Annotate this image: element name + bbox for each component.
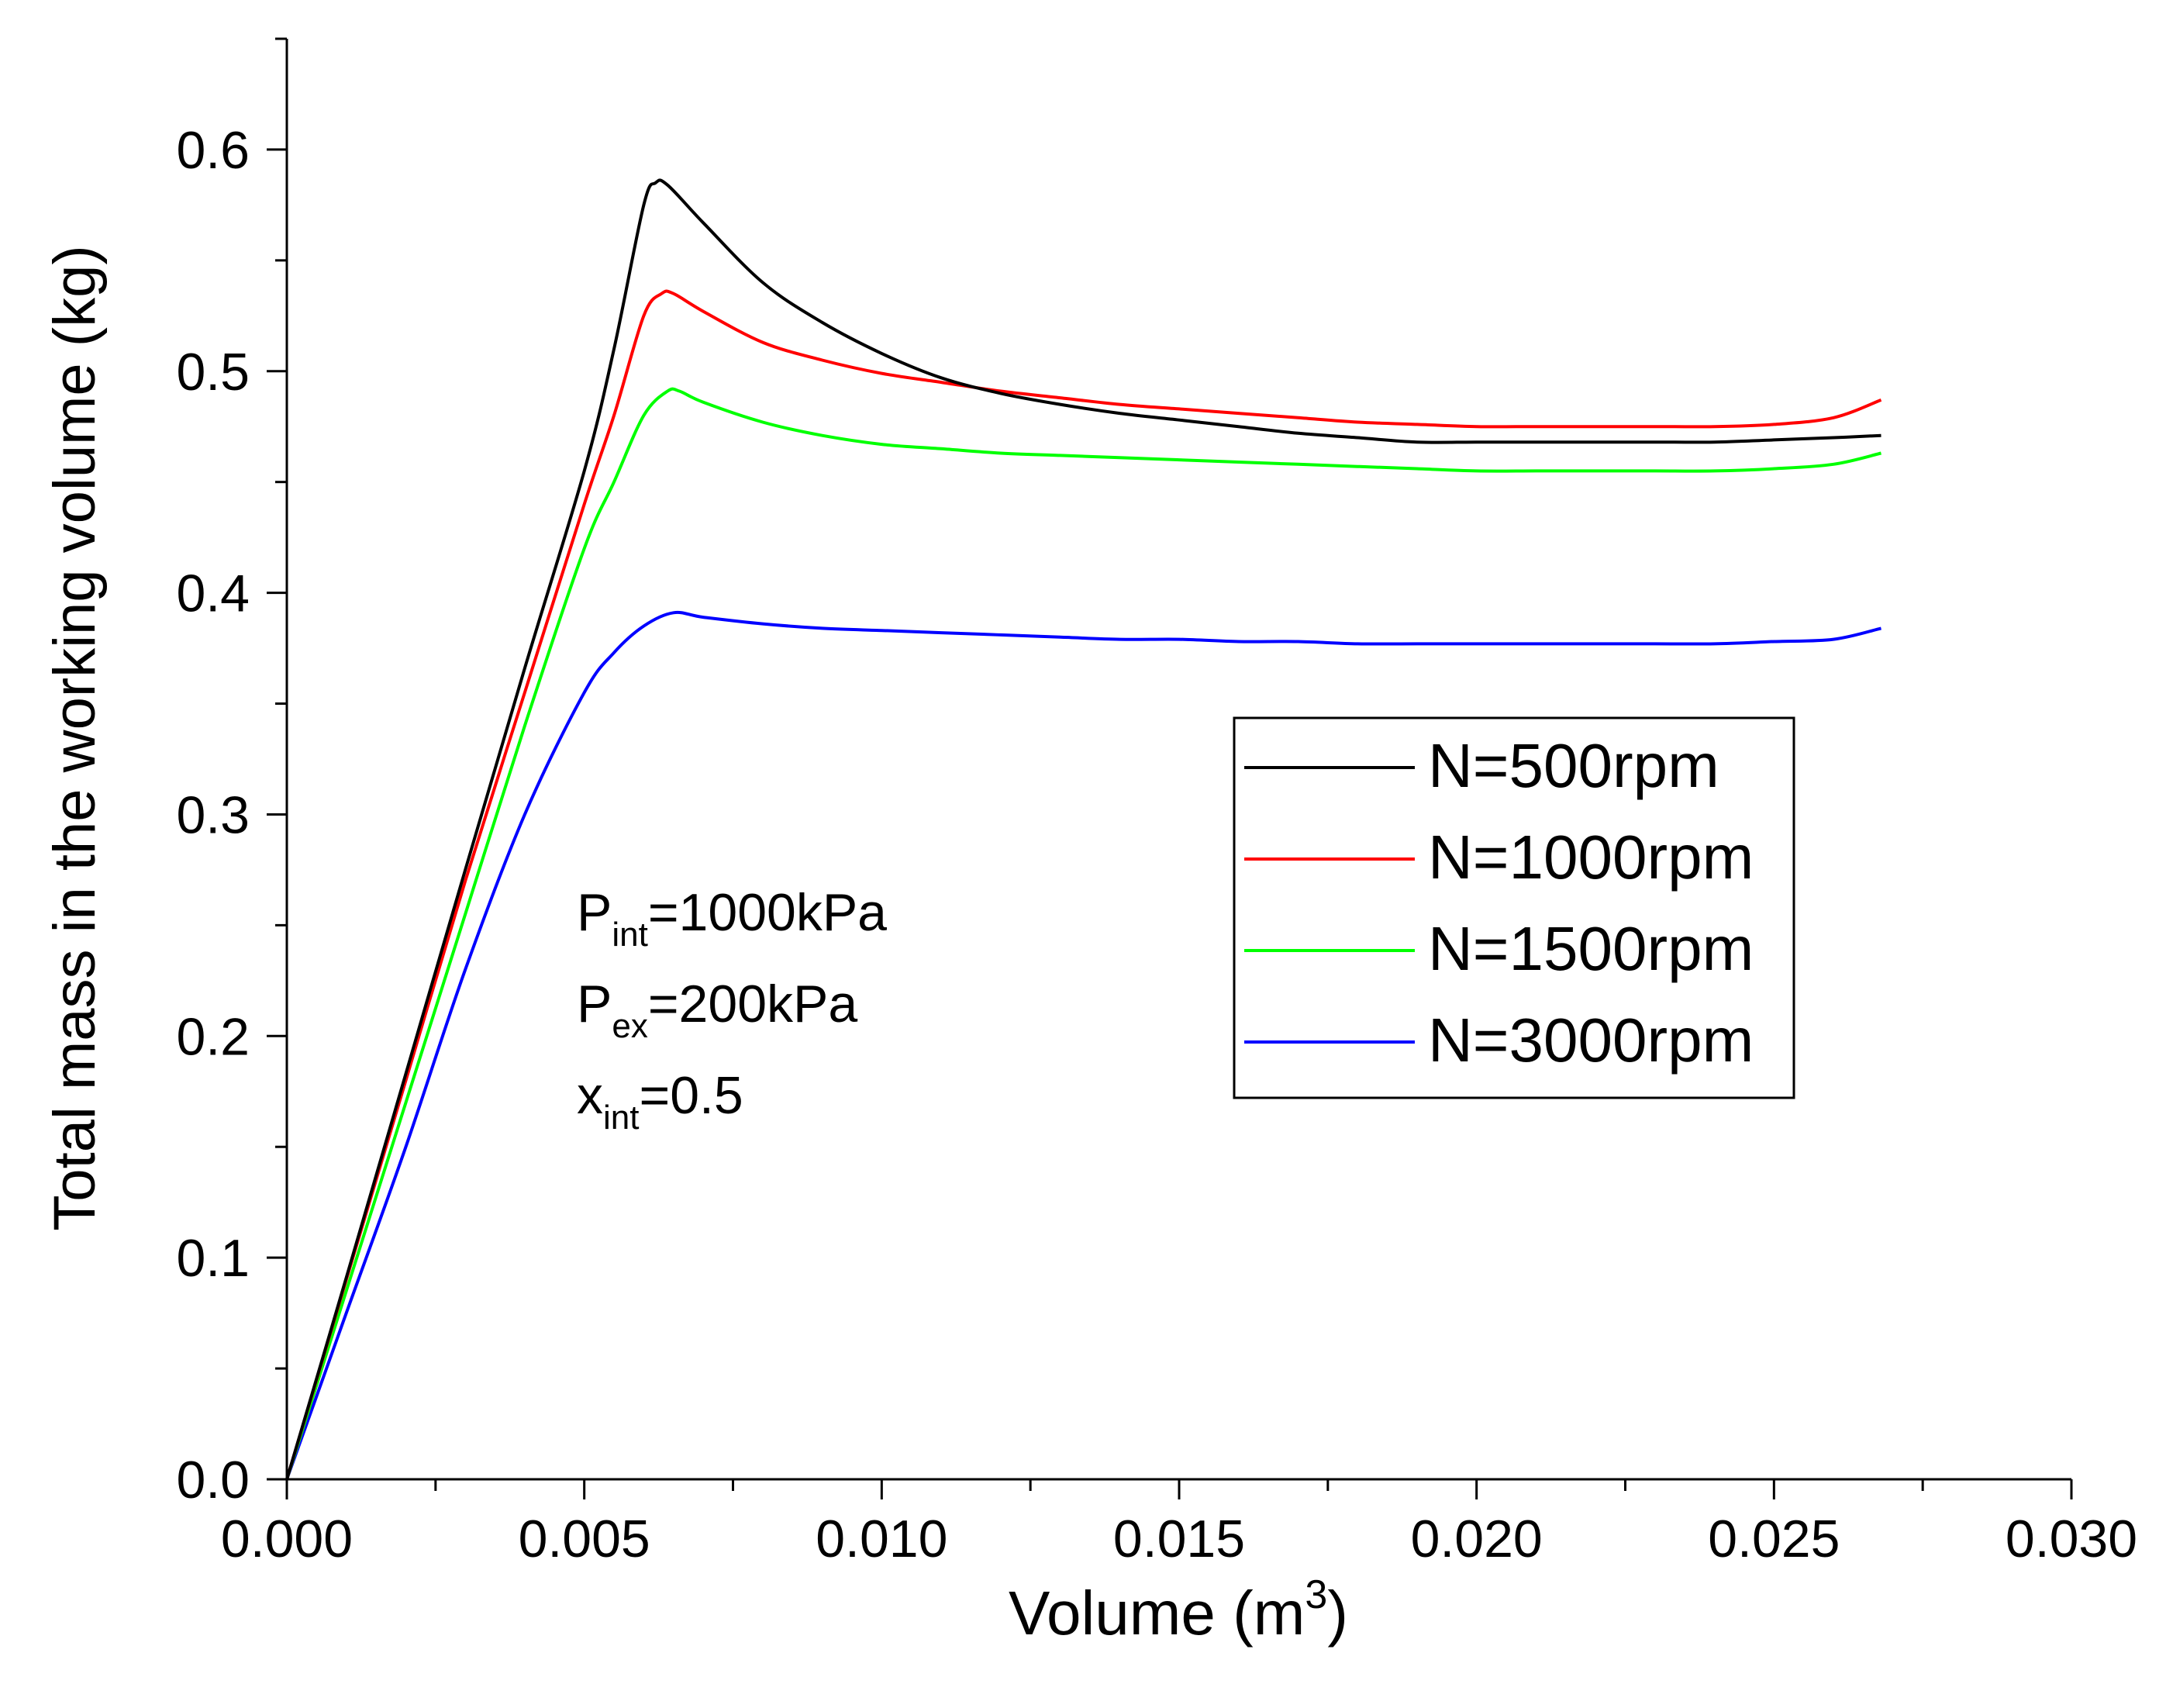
y-axis-label: Total mass in the working volume (kg) xyxy=(42,245,108,1230)
annotation-xint-sub: int xyxy=(603,1099,639,1137)
series-line-n3000rpm xyxy=(285,610,1881,1480)
series-line-n1000rpm xyxy=(285,289,1882,1480)
annotation-xint-base: x xyxy=(577,1066,603,1125)
annotation-pex-rest: =200kPa xyxy=(648,975,858,1033)
legend-box xyxy=(1233,716,1795,1099)
y-tick-label: 0.1 xyxy=(176,1229,250,1288)
legend: N=500rpm N=1000rpm N=1500rpm N=3000rpm xyxy=(1233,716,1795,1099)
annotation-pint: Pint=1000kPa xyxy=(577,883,887,954)
series-layer xyxy=(285,178,1882,1480)
x-axis-label-superscript: 3 xyxy=(1305,1572,1327,1617)
annotation-pex: Pex=200kPa xyxy=(577,975,857,1045)
y-tick-label: 0.5 xyxy=(176,343,250,402)
x-tick-label: 0.010 xyxy=(816,1510,947,1568)
x-tick-label: 0.015 xyxy=(1113,1510,1245,1568)
y-tick-label: 0.2 xyxy=(176,1007,250,1066)
x-tick-label: 0.005 xyxy=(519,1510,650,1568)
annotation-pex-base: P xyxy=(577,975,612,1033)
axes-layer: 0.000 0.005 0.010 0.015 0.020 0.025 0.030 0.0 0.… xyxy=(176,37,2137,1568)
legend-label-3000: N=3000rpm xyxy=(1428,1006,1754,1075)
series-line-n500rpm xyxy=(285,178,1881,1480)
annotation-pex-sub: ex xyxy=(612,1007,647,1045)
y-tick-label: 0.0 xyxy=(176,1451,250,1510)
legend-label-1500: N=1500rpm xyxy=(1428,914,1754,983)
x-tick-label: 0.025 xyxy=(1708,1510,1840,1568)
annotation-xint: xint=0.5 xyxy=(577,1066,743,1137)
annotation-block: Pint=1000kPa Pex=200kPa xint=0.5 xyxy=(577,883,887,1137)
annotation-pint-rest: =1000kPa xyxy=(648,883,887,942)
legend-label-1000: N=1000rpm xyxy=(1428,823,1754,892)
x-tick-label: 0.000 xyxy=(221,1510,353,1568)
legend-label-500: N=500rpm xyxy=(1428,731,1719,800)
annotation-xint-rest: =0.5 xyxy=(639,1066,743,1125)
x-tick-label: 0.020 xyxy=(1411,1510,1543,1568)
y-tick-label: 0.3 xyxy=(176,785,250,844)
y-tick-label: 0.4 xyxy=(176,564,250,623)
annotation-pint-sub: int xyxy=(612,916,647,954)
series-line-n1500rpm xyxy=(285,387,1881,1480)
x-axis-label: Volume (m3) xyxy=(1009,1572,1348,1648)
x-axis-label-main: Volume (m xyxy=(1009,1579,1305,1648)
x-tick-label: 0.030 xyxy=(2006,1510,2137,1568)
x-axis-label-close: ) xyxy=(1327,1579,1348,1648)
annotation-pint-base: P xyxy=(577,883,612,942)
y-tick-label: 0.6 xyxy=(176,121,250,180)
